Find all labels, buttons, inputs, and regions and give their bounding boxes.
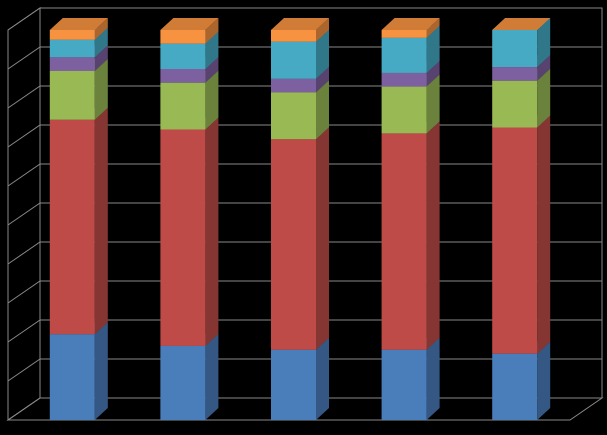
- bar-front: [271, 41, 316, 79]
- bar-front: [271, 30, 316, 42]
- bar-front: [381, 72, 427, 87]
- bar-segment: [271, 337, 329, 420]
- bar-front: [492, 127, 538, 354]
- bar-segment: [160, 18, 219, 44]
- bar-front: [160, 345, 206, 420]
- bar-front: [492, 80, 538, 128]
- bar-front: [492, 30, 538, 68]
- bar-front: [271, 139, 316, 350]
- bar-side: [94, 45, 108, 71]
- bar-front: [271, 78, 316, 93]
- bar-side: [426, 25, 440, 73]
- bar-segment: [271, 127, 329, 350]
- bar-front: [160, 69, 206, 83]
- bar-side: [205, 31, 219, 69]
- grid-line: [7, 7, 602, 31]
- bar-top: [160, 18, 219, 30]
- bar-side: [205, 57, 219, 83]
- bar-front: [381, 37, 427, 73]
- bar-segment: [160, 117, 219, 346]
- bar-front: [271, 92, 316, 140]
- bar-top: [271, 18, 329, 30]
- bar-front: [381, 133, 427, 350]
- bar-side: [537, 341, 551, 420]
- bar-front: [381, 86, 427, 134]
- bar-front: [49, 70, 95, 120]
- bar-front: [49, 57, 95, 71]
- bar-side: [316, 29, 329, 79]
- bar-side: [205, 333, 219, 420]
- bar-segment: [49, 322, 108, 420]
- bar-top: [492, 18, 551, 30]
- bar-side: [426, 60, 440, 87]
- bar-side: [316, 80, 329, 140]
- bar-segment: [49, 18, 108, 40]
- bar-segment: [381, 337, 440, 420]
- bar-segment: [49, 107, 108, 335]
- bar-side: [94, 58, 108, 120]
- bar-side: [94, 322, 108, 420]
- bar-front: [492, 67, 538, 81]
- bar-side: [316, 66, 329, 93]
- bar-side: [426, 121, 440, 350]
- bar-front: [160, 129, 206, 346]
- bar-side: [537, 115, 551, 354]
- bar-front: [160, 43, 206, 69]
- bar-segment: [381, 121, 440, 350]
- bar-front: [49, 334, 95, 420]
- bar-side: [316, 127, 329, 350]
- bar-side: [426, 18, 440, 38]
- bar-side: [94, 107, 108, 335]
- bar-front: [381, 30, 427, 38]
- bar-front: [49, 39, 95, 58]
- bar-front: [160, 82, 206, 130]
- bar-segment: [492, 115, 551, 354]
- bar-side: [205, 18, 219, 44]
- bar-top: [381, 18, 440, 30]
- bar-side: [537, 68, 551, 128]
- bar-segment: [381, 18, 440, 38]
- bar-side: [426, 74, 440, 134]
- bar-segment: [492, 18, 551, 30]
- bar-front: [49, 119, 95, 335]
- bar-side: [316, 337, 329, 420]
- bar-side: [537, 55, 551, 81]
- bar-side: [537, 18, 551, 68]
- bar-front: [160, 30, 206, 44]
- bar-front: [271, 349, 316, 420]
- bar-side: [316, 18, 329, 42]
- bar-front: [492, 353, 538, 420]
- bar-side: [94, 18, 108, 40]
- bar-side: [205, 117, 219, 346]
- bar-side: [205, 70, 219, 130]
- bar-top: [49, 18, 108, 30]
- bar-front: [381, 349, 427, 420]
- bar-side: [426, 337, 440, 420]
- bar-front: [49, 30, 95, 40]
- bar-segment: [271, 18, 329, 42]
- bar-side: [94, 27, 108, 58]
- bar-segment: [160, 333, 219, 420]
